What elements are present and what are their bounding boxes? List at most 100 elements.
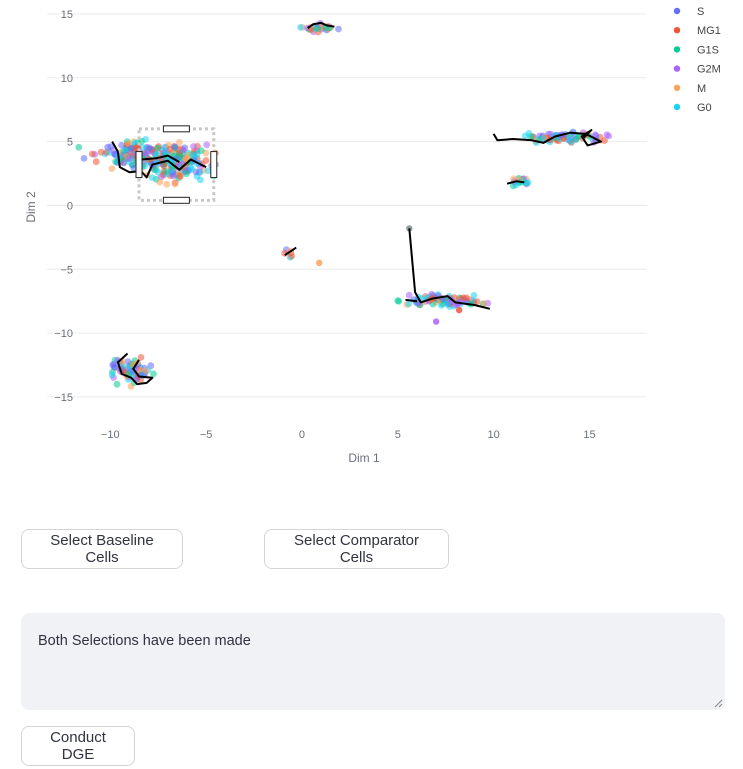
x-tick-label: 0 xyxy=(299,429,305,441)
y-tick-label: 15 xyxy=(61,9,73,21)
cell-point xyxy=(480,300,487,308)
cell-point xyxy=(297,24,304,31)
cell-point xyxy=(97,148,105,156)
selection-status-text: Both Selections have been made xyxy=(38,633,251,649)
trajectory-line xyxy=(284,246,297,257)
x-tick-label: −5 xyxy=(200,429,213,441)
cell-point xyxy=(603,131,611,139)
cell-point xyxy=(572,136,580,143)
cell-point xyxy=(601,137,608,145)
legend-marker xyxy=(673,84,681,92)
cell-points xyxy=(75,19,613,390)
legend-label: M xyxy=(697,83,706,95)
cell-point xyxy=(125,155,133,163)
legend-marker xyxy=(673,65,681,72)
trajectory-line xyxy=(111,141,207,179)
cell-point xyxy=(524,179,532,186)
cell-point xyxy=(108,165,116,173)
selection-resize-handle[interactable] xyxy=(162,125,190,133)
y-tick-label: −10 xyxy=(54,328,73,340)
cell-point xyxy=(512,181,520,189)
cell-point xyxy=(539,135,547,143)
select-comparator-cells-button[interactable]: Select Comparator Cells xyxy=(264,529,449,569)
cell-point xyxy=(142,367,150,375)
cell-point xyxy=(176,172,184,180)
cell-point xyxy=(188,165,195,173)
selection-resize-handle[interactable] xyxy=(162,196,190,204)
cell-point xyxy=(154,144,161,152)
conduct-dge-button[interactable]: Conduct DGE xyxy=(21,726,135,766)
legend[interactable]: S MG1 G1S G2M M G0 xyxy=(673,6,721,114)
y-tick-label: 5 xyxy=(67,137,73,149)
y-tick-label: 0 xyxy=(67,200,73,212)
y-axis-title: Dim 2 xyxy=(24,191,38,223)
legend-marker xyxy=(673,103,681,111)
x-tick-label: 15 xyxy=(583,429,595,441)
cell-point xyxy=(335,25,342,33)
cell-point xyxy=(75,143,83,151)
cell-point xyxy=(150,370,157,378)
resize-handle-icon[interactable] xyxy=(713,698,723,708)
cell-point xyxy=(314,25,321,32)
legend-label: G0 xyxy=(697,102,712,114)
cell-point xyxy=(405,300,413,308)
legend-item-mg1[interactable]: MG1 xyxy=(673,25,721,37)
y-tick-label: −15 xyxy=(54,392,73,404)
cell-point xyxy=(171,143,179,151)
legend-item-g2m[interactable]: G2M xyxy=(673,64,721,76)
legend-item-m[interactable]: M xyxy=(673,83,706,95)
trajectory-line xyxy=(307,21,335,29)
trajectory-line xyxy=(405,298,418,303)
legend-item-s[interactable]: S xyxy=(673,6,705,18)
cell-point xyxy=(394,297,402,305)
cell-point xyxy=(163,180,171,188)
cell-point xyxy=(203,141,211,149)
cell-point xyxy=(80,155,88,162)
legend-label: G2M xyxy=(697,64,721,76)
legend-label: S xyxy=(697,6,704,18)
selection-box[interactable] xyxy=(135,125,218,204)
cell-point xyxy=(148,174,156,182)
cell-point xyxy=(108,371,116,379)
cell-point xyxy=(112,158,119,166)
cell-point xyxy=(182,170,190,178)
selection-resize-handle[interactable] xyxy=(135,151,143,179)
x-tick-label: −10 xyxy=(101,429,120,441)
cell-point xyxy=(158,173,165,181)
selection-resize-handle[interactable] xyxy=(210,151,218,179)
cell-point xyxy=(113,380,121,388)
cell-point xyxy=(160,162,168,170)
legend-item-g1s[interactable]: G1S xyxy=(673,44,719,56)
cell-point xyxy=(92,158,100,166)
cell-point xyxy=(197,147,205,155)
cell-point xyxy=(146,144,154,152)
cell-point xyxy=(462,294,470,302)
cell-point xyxy=(88,150,96,158)
trajectory-line xyxy=(506,180,525,185)
x-tick-label: 10 xyxy=(488,429,500,441)
legend-marker xyxy=(673,46,681,53)
trajectory-lines xyxy=(111,21,602,386)
legend-label: MG1 xyxy=(697,25,721,37)
cell-point xyxy=(316,259,323,267)
umap-scatter-plot[interactable]: −10 −5 0 5 10 15 15 10 5 0 −5 −10 −15 Dim 1 Dim 2 S… xyxy=(0,0,743,480)
legend-item-g0[interactable]: G0 xyxy=(673,102,712,114)
cell-point xyxy=(156,178,164,186)
selection-status-textarea[interactable]: Both Selections have been made xyxy=(21,613,725,710)
cell-point xyxy=(591,131,599,139)
cell-point xyxy=(470,292,478,299)
cell-point xyxy=(137,354,145,361)
cell-point xyxy=(110,363,118,371)
cell-point xyxy=(405,291,413,299)
cell-point xyxy=(104,143,111,151)
cell-point xyxy=(175,139,183,146)
y-tick-label: 10 xyxy=(61,73,73,85)
cell-point xyxy=(127,383,135,390)
cell-point xyxy=(202,157,210,164)
select-baseline-cells-button[interactable]: Select Baseline Cells xyxy=(21,529,183,569)
legend-label: G1S xyxy=(697,44,719,56)
trajectory-line xyxy=(116,352,154,386)
cell-point xyxy=(141,162,149,170)
cell-point xyxy=(152,150,160,158)
cell-point xyxy=(204,167,212,175)
